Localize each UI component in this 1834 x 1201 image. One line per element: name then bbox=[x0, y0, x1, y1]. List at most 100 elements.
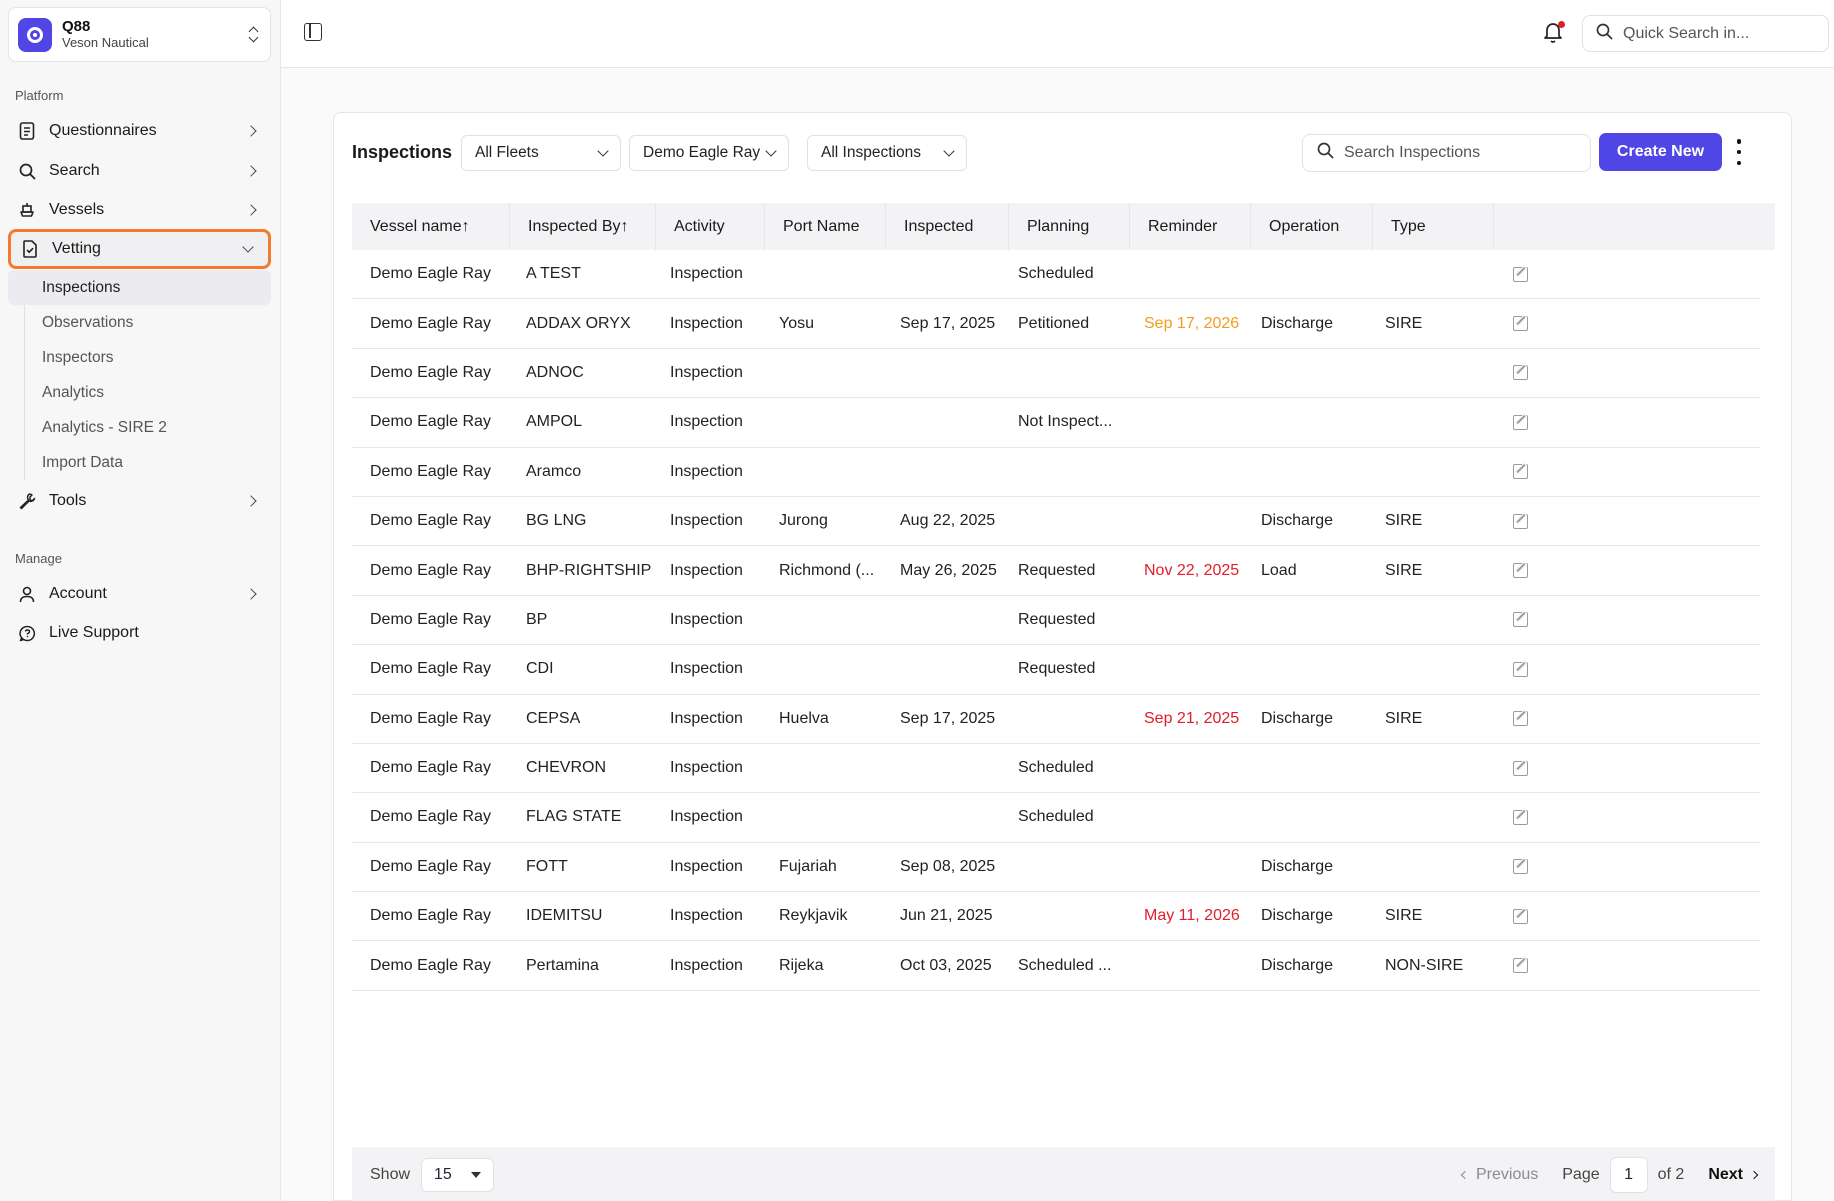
edit-icon[interactable] bbox=[1513, 316, 1528, 332]
more-options-icon[interactable] bbox=[1734, 139, 1744, 165]
table-row[interactable]: Demo Eagle Ray FLAG STATE Inspection Schedu… bbox=[352, 793, 1760, 843]
column-header[interactable]: Vessel name↑ bbox=[352, 203, 510, 250]
sidebar-item-account[interactable]: Account bbox=[8, 575, 271, 613]
sidebar-item-live-support[interactable]: Live Support bbox=[8, 614, 271, 652]
sidebar-item-vetting[interactable]: Vetting bbox=[8, 229, 271, 269]
sidebar-subitem-analytics-sire2[interactable]: Analytics - SIRE 2 bbox=[42, 418, 167, 436]
table-cell: Nov 22, 2025 bbox=[1144, 561, 1240, 579]
table-row[interactable]: Demo Eagle Ray FOTT Inspection Fujariah Sep … bbox=[352, 843, 1760, 893]
search-inspections[interactable] bbox=[1302, 134, 1591, 172]
org-name: Q88 bbox=[62, 18, 91, 35]
edit-icon[interactable] bbox=[1513, 661, 1528, 677]
table-cell: Not Inspect... bbox=[1018, 413, 1113, 431]
table-footer: Show 15 Previous Page 1 of 2 Next bbox=[352, 1147, 1775, 1201]
sidebar-subitem-inspectors[interactable]: Inspectors bbox=[42, 348, 114, 366]
column-header[interactable]: Planning bbox=[1009, 203, 1130, 250]
table-cell: Demo Eagle Ray bbox=[370, 512, 491, 530]
quick-search-input[interactable] bbox=[1623, 24, 1803, 43]
table-cell: Demo Eagle Ray bbox=[370, 363, 491, 381]
edit-icon[interactable] bbox=[1513, 513, 1528, 529]
table-cell: SIRE bbox=[1385, 561, 1423, 579]
table-cell: Demo Eagle Ray bbox=[370, 808, 491, 826]
table-cell: Sep 17, 2025 bbox=[900, 314, 996, 332]
page-size-select[interactable]: 15 bbox=[421, 1157, 495, 1192]
notifications-bell-icon[interactable] bbox=[1542, 20, 1566, 46]
previous-page-button[interactable]: Previous bbox=[1460, 1166, 1538, 1184]
column-header[interactable]: Port Name bbox=[765, 203, 886, 250]
column-header[interactable]: Inspected By↑ bbox=[510, 203, 656, 250]
fleet-filter-select[interactable]: All Fleets bbox=[461, 135, 621, 171]
sidebar-subitem-import-data[interactable]: Import Data bbox=[42, 453, 123, 471]
table-cell: Petitioned bbox=[1018, 314, 1090, 332]
quick-search[interactable] bbox=[1582, 15, 1829, 52]
wrench-icon bbox=[18, 492, 36, 510]
sidebar-item-search[interactable]: Search bbox=[8, 152, 271, 190]
notification-dot bbox=[1558, 21, 1565, 28]
table-cell: Rijeka bbox=[779, 956, 824, 974]
table-cell: Inspection bbox=[670, 462, 743, 480]
create-new-button[interactable]: Create New bbox=[1599, 133, 1722, 171]
table-cell: Richmond (... bbox=[779, 561, 875, 579]
sidebar-item-vessels[interactable]: Vessels bbox=[8, 191, 271, 229]
chevron-right-icon bbox=[245, 165, 257, 177]
column-header[interactable]: Operation bbox=[1251, 203, 1373, 250]
page-number-input[interactable]: 1 bbox=[1609, 1156, 1648, 1193]
table-cell: Load bbox=[1261, 561, 1297, 579]
sidebar-item-questionnaires[interactable]: Questionnaires bbox=[8, 112, 271, 150]
sidebar-subitem-analytics[interactable]: Analytics bbox=[42, 383, 105, 401]
table-row[interactable]: Demo Eagle Ray AMPOL Inspection Not Inspect… bbox=[352, 398, 1760, 448]
edit-icon[interactable] bbox=[1513, 809, 1528, 825]
table-cell: Sep 17, 2026 bbox=[1144, 314, 1240, 332]
edit-icon[interactable] bbox=[1513, 760, 1528, 776]
table-row[interactable]: Demo Eagle Ray Pertamina Inspection Rijeka O… bbox=[352, 941, 1760, 991]
page-title: Inspections bbox=[352, 142, 453, 162]
table-cell: Discharge bbox=[1261, 512, 1334, 530]
table-row[interactable]: Demo Eagle Ray BG LNG Inspection Jurong Aug … bbox=[352, 497, 1760, 547]
column-header[interactable]: Type bbox=[1373, 203, 1494, 250]
table-row[interactable]: Demo Eagle Ray A TEST Inspection Scheduled bbox=[352, 250, 1760, 300]
column-header[interactable]: Reminder bbox=[1130, 203, 1251, 250]
table-row[interactable]: Demo Eagle Ray ADDAX ORYX Inspection Yosu Se… bbox=[352, 299, 1760, 349]
table-row[interactable]: Demo Eagle Ray CEPSA Inspection Huelva Sep 1… bbox=[352, 695, 1760, 744]
edit-icon[interactable] bbox=[1513, 365, 1528, 381]
page-label: Page bbox=[1562, 1165, 1600, 1183]
inspection-filter-select[interactable]: All Inspections bbox=[807, 135, 967, 171]
ship-icon bbox=[18, 201, 36, 219]
table-row[interactable]: Demo Eagle Ray IDEMITSU Inspection Reykjavi… bbox=[352, 892, 1760, 942]
sidebar-subitem-inspections[interactable]: Inspections bbox=[8, 270, 271, 305]
table-cell: Pertamina bbox=[526, 956, 599, 974]
table-cell: Reykjavik bbox=[779, 907, 848, 925]
table-row[interactable]: Demo Eagle Ray BP Inspection Requested bbox=[352, 596, 1760, 646]
search-icon bbox=[1596, 23, 1613, 45]
edit-icon[interactable] bbox=[1513, 563, 1528, 579]
edit-icon[interactable] bbox=[1513, 859, 1528, 875]
table-cell: Jurong bbox=[779, 512, 828, 530]
search-icon bbox=[1317, 142, 1334, 164]
show-label: Show bbox=[370, 1165, 411, 1183]
edit-icon[interactable] bbox=[1513, 612, 1528, 628]
column-header[interactable]: Inspected bbox=[886, 203, 1009, 250]
edit-icon[interactable] bbox=[1513, 908, 1528, 924]
edit-icon[interactable] bbox=[1513, 266, 1528, 282]
table-row[interactable]: Demo Eagle Ray ADNOC Inspection bbox=[352, 349, 1760, 399]
sidebar-item-label: Search bbox=[49, 162, 100, 179]
search-inspections-input[interactable] bbox=[1344, 144, 1574, 162]
column-header[interactable]: Activity bbox=[656, 203, 765, 250]
edit-icon[interactable] bbox=[1513, 464, 1528, 480]
table-row[interactable]: Demo Eagle Ray BHP-RIGHTSHIP Inspection Ric… bbox=[352, 546, 1760, 596]
sidebar-subitem-observations[interactable]: Observations bbox=[42, 313, 134, 331]
table-cell: Discharge bbox=[1261, 907, 1334, 925]
org-switcher[interactable]: Q88 Veson Nautical bbox=[8, 7, 271, 62]
table-row[interactable]: Demo Eagle Ray Aramco Inspection bbox=[352, 448, 1760, 497]
table-cell: Oct 03, 2025 bbox=[900, 956, 992, 974]
edit-icon[interactable] bbox=[1513, 414, 1528, 430]
sidebar-toggle-icon[interactable] bbox=[304, 23, 322, 41]
vessel-filter-select[interactable]: Demo Eagle Ray bbox=[629, 135, 789, 171]
next-page-button[interactable]: Next bbox=[1708, 1166, 1759, 1184]
table-row[interactable]: Demo Eagle Ray CHEVRON Inspection Scheduled bbox=[352, 744, 1760, 794]
edit-icon[interactable] bbox=[1513, 711, 1528, 727]
table-cell: Discharge bbox=[1261, 709, 1334, 727]
table-row[interactable]: Demo Eagle Ray CDI Inspection Requested bbox=[352, 645, 1760, 695]
sidebar-item-tools[interactable]: Tools bbox=[8, 482, 271, 520]
edit-icon[interactable] bbox=[1513, 958, 1528, 974]
